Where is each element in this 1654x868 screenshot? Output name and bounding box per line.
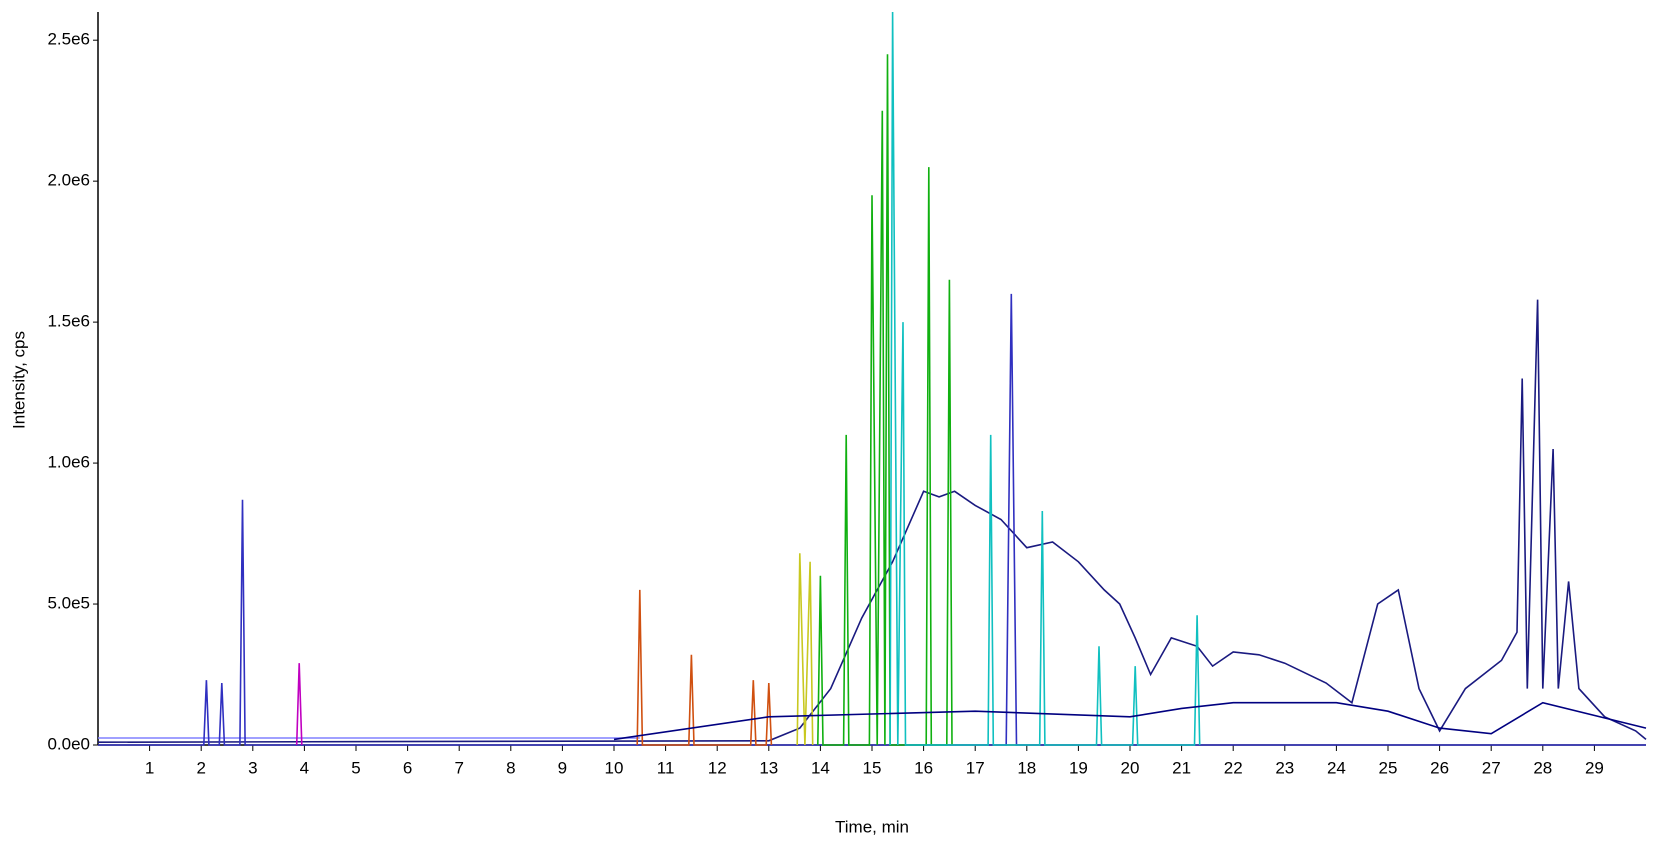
trace — [796, 553, 814, 746]
x-tick-label: 7 — [454, 758, 463, 777]
x-tick-label: 26 — [1430, 758, 1449, 777]
x-tick-label: 25 — [1379, 758, 1398, 777]
y-tick-label: 0.0e0 — [47, 734, 90, 753]
x-tick-label: 16 — [914, 758, 933, 777]
x-tick-label: 17 — [966, 758, 985, 777]
x-tick-label: 12 — [708, 758, 727, 777]
x-tick-label: 8 — [506, 758, 515, 777]
x-tick-label: 10 — [605, 758, 624, 777]
trace — [613, 701, 1647, 741]
x-tick-label: 23 — [1275, 758, 1294, 777]
trace — [636, 589, 773, 746]
y-tick-label: 1.0e6 — [47, 453, 90, 472]
x-tick-label: 29 — [1585, 758, 1604, 777]
y-tick-label: 1.5e6 — [47, 312, 90, 331]
x-tick-label: 5 — [351, 758, 360, 777]
y-tick-label: 2.0e6 — [47, 171, 90, 190]
y-axis-label: Intensity, cps — [9, 331, 28, 429]
x-tick-label: 3 — [248, 758, 257, 777]
x-tick-label: 1 — [145, 758, 154, 777]
x-tick-label: 2 — [196, 758, 205, 777]
trace — [98, 293, 1646, 746]
trace — [97, 299, 1647, 744]
x-tick-label: 19 — [1069, 758, 1088, 777]
x-tick-label: 22 — [1224, 758, 1243, 777]
x-tick-label: 4 — [300, 758, 309, 777]
x-tick-label: 15 — [863, 758, 882, 777]
x-tick-label: 20 — [1121, 758, 1140, 777]
x-tick-label: 6 — [403, 758, 412, 777]
x-tick-label: 14 — [811, 758, 830, 777]
trace — [817, 54, 953, 746]
x-tick-label: 13 — [759, 758, 778, 777]
x-axis-label: Time, min — [835, 817, 909, 836]
x-tick-label: 28 — [1533, 758, 1552, 777]
x-tick-label: 21 — [1172, 758, 1191, 777]
x-tick-label: 27 — [1482, 758, 1501, 777]
y-tick-label: 2.5e6 — [47, 30, 90, 49]
x-tick-label: 18 — [1017, 758, 1036, 777]
x-tick-label: 9 — [558, 758, 567, 777]
y-tick-label: 5.0e5 — [47, 594, 90, 613]
x-tick-label: 11 — [657, 758, 675, 777]
trace — [295, 663, 303, 746]
trace — [889, 11, 1201, 746]
x-tick-label: 24 — [1327, 758, 1346, 777]
